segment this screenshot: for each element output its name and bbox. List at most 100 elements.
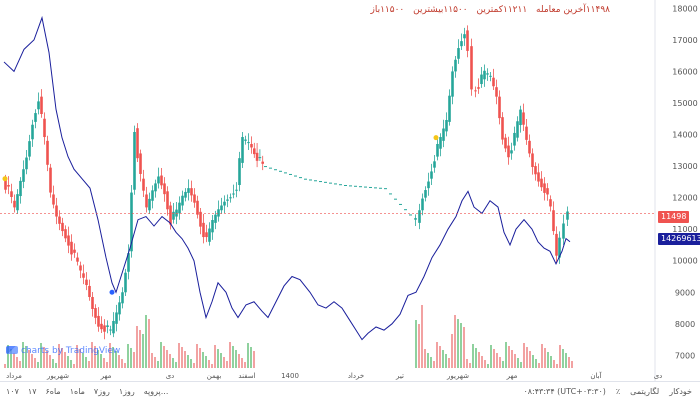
flat-tick [294,175,297,177]
candle-body [61,222,64,232]
volume-bar [502,361,504,368]
y-tick-label: 11000 [672,225,697,234]
log-scale-button[interactable]: لگاریتمی [630,387,660,396]
candle-body [463,34,466,39]
candle-body [457,48,460,59]
candle-body [501,117,504,140]
volume-bar [487,364,489,368]
candle-body [445,120,448,132]
volume-bar [469,363,471,368]
volume-bar [205,356,207,368]
volume-bar [442,350,444,368]
candle-body [477,87,480,89]
volume-bar [208,360,210,368]
flat-tick [359,186,362,188]
candle-body [528,140,531,154]
candle-body [217,209,220,217]
candle-body [37,101,40,110]
flat-tick [334,183,337,185]
candle-body [199,211,202,227]
percent-scale-button[interactable]: ٪ [615,387,621,396]
volume-bar [13,353,15,368]
volume-bar [91,342,93,368]
flat-tick [289,173,292,175]
candle-body [7,185,10,187]
candle-body [94,308,97,318]
candle-body [145,194,148,208]
candle-body [34,113,37,122]
candle-body [430,171,433,179]
volume-bar [517,358,519,368]
volume-bar [505,342,507,368]
candle-body [181,195,184,206]
volume-bar [448,358,450,368]
range-button-1[interactable]: ۱۷ [27,387,37,396]
volume-bar [427,353,429,368]
volume-bar [484,360,486,368]
candle-body [424,190,427,198]
candle-body [247,142,250,144]
volume-bar [541,344,543,368]
range-button-3[interactable]: ماه۱ [69,387,85,396]
candle-body [439,137,442,149]
candle-body [121,292,124,304]
volume-bar [118,355,120,368]
candle-body [414,218,417,220]
candle-body [139,153,142,174]
volume-bar [520,362,522,368]
flat-tick [274,169,277,171]
candle-body [427,181,430,189]
volume-bar [130,348,132,368]
range-button-2[interactable]: ۶ماه [45,387,61,396]
candle-body [190,188,193,196]
volume-bar [193,363,195,368]
flat-tick [349,185,352,187]
candle-body [507,145,510,158]
candle-body [235,189,238,191]
volume-bar [25,346,27,368]
volume-bar [115,351,117,368]
flat-tick [299,177,302,179]
tradingview-watermark[interactable]: charts by TradingView [6,346,120,356]
volume-bar [184,351,186,368]
volume-bar [214,345,216,368]
volume-bar [46,351,48,368]
volume-bar [103,358,105,368]
flat-tick [269,167,272,169]
candle-body [112,320,115,334]
volume-bar [199,348,201,368]
volume-bar [160,342,162,368]
candle-body [537,172,540,182]
candle-body [160,175,163,186]
volume-bar [532,355,534,368]
x-tick-label: 1400 [281,372,299,380]
candle-body [486,73,489,75]
range-button-5[interactable]: روز۱ [118,387,135,396]
candle-body [124,272,127,293]
candle-body [492,77,495,87]
volume-bar [514,354,516,368]
candle-body [483,70,486,80]
range-button-6[interactable]: پروپه... [143,387,169,396]
candle-body [196,200,199,215]
flat-tick [354,185,357,187]
price-chart[interactable]: 7000 8000 9000 10000 11000 12000 13000 14000 150… [0,0,700,381]
volume-bar [175,362,177,368]
y-tick-label: 17000 [672,36,697,45]
range-button-0[interactable]: ۱۰۷ [6,387,19,396]
candle-body [522,112,525,125]
volume-bar [475,348,477,368]
candle-body [79,265,82,271]
volume-bar [499,357,501,368]
volume-bar [181,347,183,368]
candle-body [555,233,558,256]
candle-body [49,167,52,193]
volume-bar [79,349,81,368]
candle-body [22,169,25,182]
auto-scale-button[interactable]: خودکار [669,387,692,396]
candle-body [480,74,483,85]
candle-body [549,199,552,207]
candle-body [109,329,112,331]
candle-body [13,200,16,208]
range-button-4[interactable]: ۷روز [93,387,110,396]
